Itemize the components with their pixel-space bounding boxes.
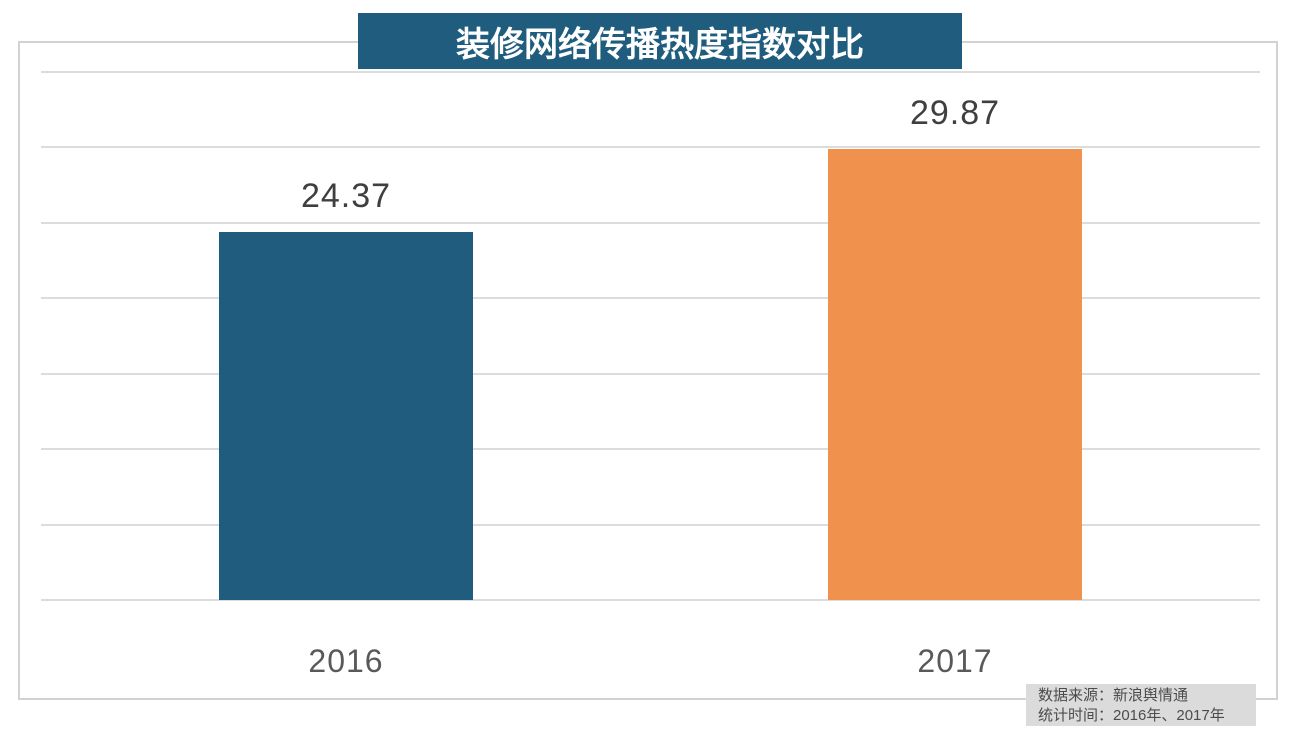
source-note-box: 数据来源：新浪舆情通 统计时间：2016年、2017年 [1026,684,1256,726]
bar-value-label: 24.37 [300,177,392,215]
gridline [41,448,1260,450]
bar-2016 [219,232,473,600]
gridline [41,146,1260,148]
gridline [41,599,1260,601]
chart-title: 装修网络传播热度指数对比 [456,25,864,64]
plot-area: 24.37 2016 29.87 2017 [18,41,1278,700]
gridline [41,373,1260,375]
source-note-line2: 统计时间：2016年、2017年 [1038,707,1225,724]
gridline [41,297,1260,299]
bar-category-label: 2016 [308,643,384,679]
bar-value-label: 29.87 [909,94,1001,132]
gridline [41,222,1260,224]
bar-category-label: 2017 [917,643,993,679]
gridline [41,524,1260,526]
source-note-line1: 数据来源：新浪舆情通 [1038,687,1189,704]
chart-title-banner: 装修网络传播热度指数对比 [358,13,962,69]
gridline [41,71,1260,73]
bar-2017 [828,149,1082,600]
